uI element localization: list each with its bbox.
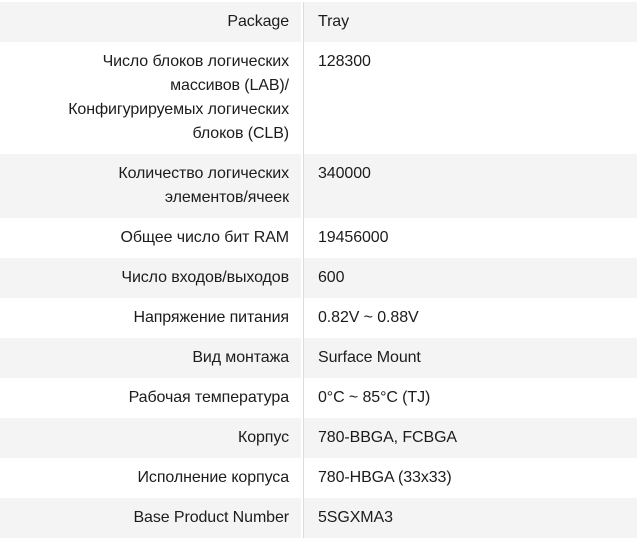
table-row: Рабочая температура 0°C ~ 85°C (TJ) bbox=[0, 378, 637, 418]
table-row: Base Product Number 5SGXMA3 bbox=[0, 498, 637, 538]
spec-value: 600 bbox=[303, 258, 637, 298]
spec-label: Рабочая температура bbox=[0, 378, 303, 418]
table-row: Общее число бит RAM 19456000 bbox=[0, 218, 637, 258]
spec-value: 19456000 bbox=[303, 218, 637, 258]
table-row: Исполнение корпуса 780-HBGA (33x33) bbox=[0, 458, 637, 498]
spec-label: Package bbox=[0, 2, 303, 42]
spec-value: 780-HBGA (33x33) bbox=[303, 458, 637, 498]
spec-value: 0.82V ~ 0.88V bbox=[303, 298, 637, 338]
table-row: Число входов/выходов 600 bbox=[0, 258, 637, 298]
spec-value: 5SGXMA3 bbox=[303, 498, 637, 538]
spec-label: Количество логических элементов/ячеек bbox=[0, 154, 303, 218]
spec-label: Напряжение питания bbox=[0, 298, 303, 338]
spec-label: Число блоков логических массивов (LAB)/ … bbox=[0, 42, 303, 154]
spec-label: Вид монтажа bbox=[0, 338, 303, 378]
spec-label: Общее число бит RAM bbox=[0, 218, 303, 258]
table-row: Вид монтажа Surface Mount bbox=[0, 338, 637, 378]
spec-label: Base Product Number bbox=[0, 498, 303, 538]
spec-value: 780-BBGA, FCBGA bbox=[303, 418, 637, 458]
spec-label: Число входов/выходов bbox=[0, 258, 303, 298]
spec-value: 0°C ~ 85°C (TJ) bbox=[303, 378, 637, 418]
spec-label: Исполнение корпуса bbox=[0, 458, 303, 498]
table-row: Корпус 780-BBGA, FCBGA bbox=[0, 418, 637, 458]
spec-value: 340000 bbox=[303, 154, 637, 218]
spec-value: Surface Mount bbox=[303, 338, 637, 378]
table-row: Количество логических элементов/ячеек 34… bbox=[0, 154, 637, 218]
spec-label: Корпус bbox=[0, 418, 303, 458]
table-row: Напряжение питания 0.82V ~ 0.88V bbox=[0, 298, 637, 338]
table-row: Число блоков логических массивов (LAB)/ … bbox=[0, 42, 637, 154]
spec-value: Tray bbox=[303, 2, 637, 42]
spec-value: 128300 bbox=[303, 42, 637, 154]
table-row: Package Tray bbox=[0, 2, 637, 42]
